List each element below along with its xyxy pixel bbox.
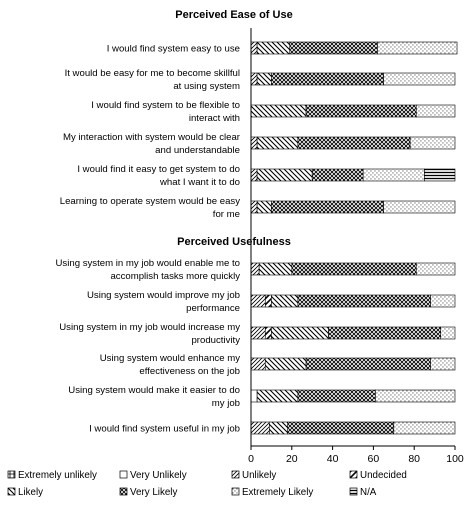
bar-segment-very-likely <box>289 41 378 55</box>
legend-item-unlikely: Unlikely <box>231 470 276 481</box>
legend-label: Very Likely <box>130 487 177 498</box>
legend-label: N/A <box>360 487 377 498</box>
bar-segment-likely <box>271 326 329 340</box>
bar-segment-unlikely <box>250 200 258 214</box>
bar-segment-likely <box>250 104 307 118</box>
legend-swatch <box>231 470 240 479</box>
bar-segment-likely <box>269 421 289 435</box>
category-label: I would find system useful in my job <box>89 424 240 435</box>
legend-swatch <box>119 470 128 479</box>
legend-label: Extremely unlikely <box>18 470 97 481</box>
panel-perceived-ease-of-use: Perceived Ease of Use I would find system… <box>60 9 458 220</box>
bar-segment-extremely-likely <box>430 357 456 371</box>
bar-segment-very-likely <box>297 136 411 150</box>
bar-segment-extremely-likely <box>393 421 456 435</box>
bar-segment-likely <box>256 168 313 182</box>
bar-segment-unlikely <box>250 136 258 150</box>
bar-segment-extremely-likely <box>377 41 458 55</box>
bar-segment-unlikely <box>250 421 270 435</box>
category-label: I would find it easy to get system to do… <box>77 164 240 188</box>
bar-segment-extremely-likely <box>415 262 456 276</box>
category-label: Using system in my job would increase my… <box>59 322 240 346</box>
panel-title: Perceived Ease of Use <box>175 9 292 21</box>
bar-segment-likely <box>271 294 299 308</box>
bar-segment-extremely-likely <box>362 168 425 182</box>
bar-segment-very-unlikely <box>250 389 258 403</box>
legend-item-extremely-likely: Extremely Likely <box>231 487 313 498</box>
bar-segment-unlikely <box>250 72 258 86</box>
category-label: Using system would enhance my effectivene… <box>100 353 240 377</box>
legend-label: Extremely Likely <box>242 487 313 498</box>
legend: Extremely unlikely Very Unlikely Unlikely U… <box>7 470 407 498</box>
bar-segment-very-likely <box>311 168 364 182</box>
bar-segment-likely <box>256 389 299 403</box>
bar-segment-very-likely <box>271 72 384 86</box>
category-label: I would find system to be flexible to int… <box>91 100 240 124</box>
bar-segment-very-likely <box>287 421 395 435</box>
bar-segment-very-likely <box>305 104 417 118</box>
category-label: My interaction with system would be clea… <box>63 132 241 156</box>
x-tick-label: 80 <box>408 453 420 465</box>
bar-segment-unlikely <box>250 41 258 55</box>
bar-segment-very-likely <box>328 326 442 340</box>
bar-segment-very-likely <box>305 357 431 371</box>
x-tick-label: 0 <box>248 453 254 465</box>
bar-segment-undecided <box>264 326 272 340</box>
x-axis: 0 20 40 60 80 100 <box>248 28 464 465</box>
bar-segment-extremely-likely <box>383 200 456 214</box>
legend-label: Very Unlikely <box>130 470 187 481</box>
bar-segment-likely <box>258 262 293 276</box>
category-label: Using system in my job would enable me t… <box>56 258 241 282</box>
bar-segment-likely <box>256 41 291 55</box>
bar-segment-likely <box>264 357 307 371</box>
category-label: Learning to operate system would be easy… <box>60 196 240 220</box>
x-tick-label: 20 <box>286 453 298 465</box>
bar-segment-unlikely <box>250 357 266 371</box>
bar-segment-very-likely <box>297 294 431 308</box>
panel-perceived-usefulness: Perceived Usefulness Using system in my j… <box>56 236 456 435</box>
bar-segment-very-likely <box>271 200 384 214</box>
legend-item-very-unlikely: Very Unlikely <box>119 470 187 481</box>
legend-label: Undecided <box>360 470 407 481</box>
category-label: I would find system easy to use <box>107 44 240 55</box>
bar-segment-unlikely <box>250 326 266 340</box>
legend-swatch <box>119 487 128 496</box>
bar-segment-n-a <box>424 168 456 182</box>
x-tick-label: 60 <box>368 453 380 465</box>
bar-segment-likely <box>256 72 272 86</box>
bar-segment-extremely-likely <box>430 294 456 308</box>
x-tick-label: 100 <box>446 453 464 465</box>
bar-segment-undecided <box>264 294 272 308</box>
category-label: Using system would improve my job perform… <box>87 290 240 314</box>
legend-item-very-likely: Very Likely <box>119 487 177 498</box>
bar-segment-unlikely <box>250 168 258 182</box>
bar-segment-extremely-likely <box>409 136 456 150</box>
legend-item-undecided: Undecided <box>349 470 407 481</box>
panel-title: Perceived Usefulness <box>177 236 291 248</box>
legend-swatch <box>349 470 358 479</box>
legend-label: Unlikely <box>242 470 276 481</box>
bar-segment-very-likely <box>297 389 376 403</box>
bar-segment-extremely-likely <box>383 72 456 86</box>
bar-segment-very-likely <box>291 262 417 276</box>
bar-segment-extremely-likely <box>375 389 456 403</box>
x-tick-label: 40 <box>327 453 339 465</box>
legend-item-likely: Likely <box>7 487 43 498</box>
bar-segment-extremely-likely <box>440 326 456 340</box>
legend-item-n-a: N/A <box>349 487 377 498</box>
category-label: It would be easy for me to become skillf… <box>65 68 240 92</box>
category-label: Using system would make it easier to do m… <box>68 385 240 409</box>
bar-segment-likely <box>256 136 299 150</box>
legend-swatch <box>231 487 240 496</box>
bar-segment-extremely-likely <box>415 104 456 118</box>
legend-swatch <box>349 487 358 496</box>
legend-swatch <box>7 470 16 479</box>
bar-segment-likely <box>256 200 272 214</box>
bar-segment-unlikely <box>250 294 266 308</box>
legend-swatch <box>7 487 16 496</box>
legend-label: Likely <box>18 487 43 498</box>
legend-item-extremely-unlikely: Extremely unlikely <box>7 470 97 481</box>
bar-segment-unlikely <box>250 262 260 276</box>
